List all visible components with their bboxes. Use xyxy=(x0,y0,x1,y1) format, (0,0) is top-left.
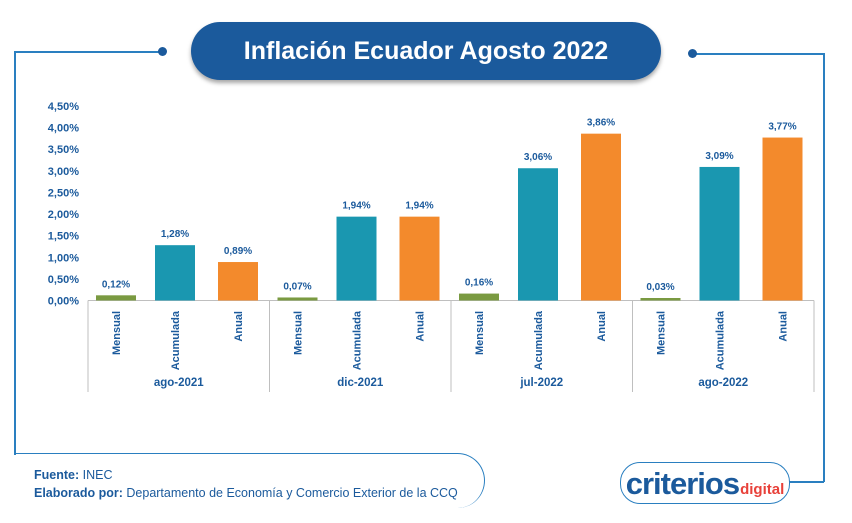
author-line: Elaborado por: Departamento de Economía … xyxy=(34,486,458,500)
bar-anual xyxy=(581,133,621,301)
y-tick-label: 2,50% xyxy=(48,187,79,199)
category-label: Mensual xyxy=(293,311,305,355)
bar-mensual xyxy=(459,293,499,301)
y-tick-label: 3,00% xyxy=(48,166,79,178)
group-label: ago-2022 xyxy=(698,377,748,389)
y-tick-label: 4,00% xyxy=(48,123,79,135)
data-label: 0,07% xyxy=(283,281,311,292)
author-label: Elaborado por: xyxy=(34,486,123,500)
category-label: Acumulada xyxy=(170,310,182,370)
data-label: 0,89% xyxy=(224,246,252,257)
category-label: Anual xyxy=(778,311,790,342)
category-label: Anual xyxy=(415,311,427,342)
category-label: Mensual xyxy=(474,311,486,355)
data-label: 3,86% xyxy=(587,118,615,129)
bar-acumulada xyxy=(518,168,558,301)
data-label: 3,09% xyxy=(705,151,733,162)
bar-anual xyxy=(762,137,803,301)
bar-mensual xyxy=(640,298,681,301)
source-line: Fuente: INEC xyxy=(34,468,113,482)
source-label: Fuente: xyxy=(34,468,80,482)
category-label: Mensual xyxy=(656,311,668,355)
bar-acumulada xyxy=(336,216,377,301)
logo-sub-text: digital xyxy=(740,480,785,498)
data-label: 3,77% xyxy=(768,122,796,133)
chart-title: Inflación Ecuador Agosto 2022 xyxy=(191,22,661,80)
data-label: 0,16% xyxy=(465,278,493,289)
y-tick-label: 2,00% xyxy=(48,209,79,221)
category-label: Anual xyxy=(596,311,608,342)
bar-anual xyxy=(218,262,258,301)
category-label: Anual xyxy=(233,311,245,342)
y-tick-label: 4,50% xyxy=(48,101,79,113)
group-label: jul-2022 xyxy=(519,377,563,389)
frame-line-right xyxy=(823,53,825,482)
source-value: INEC xyxy=(82,468,113,482)
source-box xyxy=(14,453,485,508)
bar-acumulada xyxy=(699,166,740,301)
category-label: Acumulada xyxy=(715,310,727,370)
data-label: 0,03% xyxy=(646,282,674,293)
y-tick-label: 1,00% xyxy=(48,252,79,264)
bar-mensual xyxy=(277,297,318,301)
frame-line-left xyxy=(14,51,16,455)
bar-anual xyxy=(399,216,440,301)
category-label: Acumulada xyxy=(533,310,545,370)
category-label: Mensual xyxy=(111,311,123,355)
data-label: 3,06% xyxy=(524,152,552,163)
author-value: Departamento de Economía y Comercio Exte… xyxy=(126,486,458,500)
frame-line-left-top xyxy=(14,51,162,53)
bar-acumulada xyxy=(155,245,195,301)
criterios-logo: criterios digital xyxy=(620,462,790,504)
data-label: 0,12% xyxy=(102,279,130,290)
group-label: dic-2021 xyxy=(337,377,384,389)
logo-main-text: criterios xyxy=(625,465,740,501)
y-tick-label: 3,50% xyxy=(48,144,79,156)
data-label: 1,94% xyxy=(342,201,370,212)
y-tick-label: 0,00% xyxy=(48,296,79,308)
group-label: ago-2021 xyxy=(154,377,204,389)
frame-line-right-top xyxy=(692,53,824,55)
frame-dot-left xyxy=(158,47,167,56)
category-label: Acumulada xyxy=(352,310,364,370)
frame-dot-right xyxy=(688,49,697,58)
y-tick-label: 0,50% xyxy=(48,274,79,286)
data-label: 1,28% xyxy=(161,229,189,240)
frame-line-right-bottom xyxy=(788,481,824,483)
y-tick-label: 1,50% xyxy=(48,231,79,243)
bar-mensual xyxy=(96,295,136,301)
data-label: 1,94% xyxy=(405,201,433,212)
